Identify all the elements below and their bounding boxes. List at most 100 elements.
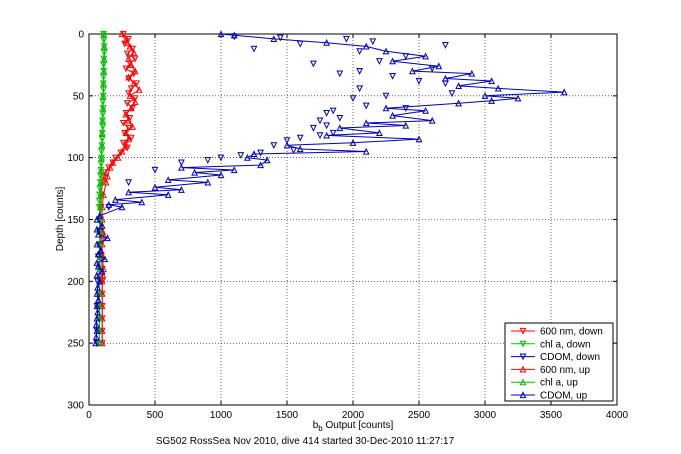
data-point: [560, 88, 568, 96]
data-point: [92, 339, 100, 347]
data-point: [122, 141, 130, 149]
data-point: [296, 145, 304, 153]
data-point: [104, 234, 111, 242]
legend-item: chl a, down: [511, 339, 591, 350]
data-point: [99, 104, 107, 112]
x-tick-label: 3500: [540, 410, 563, 421]
x-tick-label: 2500: [408, 410, 431, 421]
data-point: [98, 141, 106, 149]
data-point: [296, 134, 304, 142]
data-point: [336, 70, 344, 78]
data-point: [131, 55, 139, 63]
data-point: [125, 135, 133, 143]
data-point: [283, 141, 291, 149]
data-point: [323, 38, 331, 46]
y-tick-label: 150: [67, 215, 84, 226]
data-point: [488, 77, 496, 85]
data-point: [125, 116, 133, 124]
data-point: [126, 92, 134, 99]
y-tick-label: 250: [67, 339, 84, 350]
data-point: [349, 95, 357, 103]
data-point: [97, 191, 105, 198]
data-point: [448, 90, 456, 98]
data-point: [96, 212, 103, 219]
data-point: [316, 132, 324, 140]
data-point: [98, 129, 106, 137]
data-point: [369, 38, 377, 46]
data-point: [130, 79, 138, 87]
data-point: [270, 142, 278, 150]
data-point: [422, 106, 430, 114]
data-point: [243, 153, 251, 161]
data-point: [382, 104, 390, 112]
data-point: [349, 139, 357, 146]
data-point: [191, 168, 199, 176]
data-point: [217, 154, 225, 162]
legend-marker: [519, 340, 527, 348]
x-tick-label: 500: [147, 410, 164, 421]
y-tick-label: 50: [73, 91, 85, 102]
x-tick-label: 1500: [276, 410, 299, 421]
data-point: [131, 67, 139, 75]
y-axis-label: Depth [counts]: [55, 187, 66, 252]
data-point: [114, 153, 122, 161]
series-5: [92, 30, 568, 347]
data-point: [93, 289, 101, 297]
data-point: [250, 150, 258, 158]
data-point: [342, 35, 350, 43]
data-point: [263, 156, 271, 164]
data-point: [94, 230, 102, 238]
legend-label: CDOM, up: [540, 391, 588, 402]
data-point: [92, 320, 100, 328]
data-point: [362, 102, 370, 110]
data-point: [488, 97, 496, 104]
data-point: [389, 72, 397, 80]
data-point: [356, 85, 364, 93]
data-point: [329, 107, 337, 115]
data-point: [422, 52, 430, 60]
series-line: [95, 33, 565, 344]
data-point: [382, 47, 390, 55]
data-point: [164, 176, 172, 184]
data-point: [111, 195, 119, 203]
data-point: [402, 121, 410, 129]
data-point: [131, 95, 139, 103]
data-point: [415, 77, 423, 85]
data-point: [230, 166, 238, 174]
data-point: [102, 178, 110, 186]
data-point: [96, 339, 103, 347]
data-point: [125, 179, 133, 187]
legend-label: chl a, up: [540, 378, 578, 389]
data-point: [237, 152, 245, 159]
data-point: [435, 62, 443, 70]
data-point: [382, 92, 390, 100]
data-point: [122, 36, 130, 44]
data-point: [131, 98, 139, 106]
data-point: [94, 308, 101, 316]
legend-marker: [519, 365, 527, 373]
data-point: [122, 110, 130, 118]
data-point: [96, 179, 104, 187]
data-point: [415, 135, 423, 143]
data-point: [94, 262, 102, 270]
data-point: [101, 255, 109, 263]
data-point: [100, 79, 107, 87]
data-point: [123, 50, 131, 58]
legend-marker: [519, 353, 527, 361]
data-point: [99, 116, 106, 124]
legend-label: 600 nm, down: [540, 327, 603, 338]
data-point: [104, 172, 111, 180]
data-point: [389, 57, 397, 65]
data-point: [94, 250, 102, 258]
data-point: [100, 61, 107, 69]
x-tick-label: 1000: [210, 410, 233, 421]
data-point: [494, 84, 502, 92]
data-point: [118, 203, 126, 211]
legend-item: CDOM, up: [511, 391, 588, 402]
data-point: [138, 198, 146, 206]
data-point: [362, 42, 370, 50]
data-point: [93, 314, 101, 322]
data-point: [329, 129, 337, 137]
data-point: [250, 45, 258, 53]
